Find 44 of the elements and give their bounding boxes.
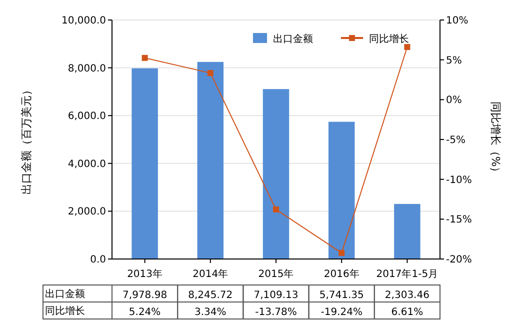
y-tick-label: 8,000.0 — [68, 63, 106, 74]
data-label: -13.78% — [255, 307, 297, 318]
bar — [132, 68, 158, 259]
data-label: 6.61% — [391, 307, 424, 318]
point — [207, 70, 214, 76]
y-tick-label: 0.0 — [90, 254, 106, 266]
y2-tick-label: 0% — [446, 95, 462, 106]
y2-tick-label: -10% — [446, 174, 472, 186]
bar — [262, 89, 290, 259]
data-label: 2,303.46 — [384, 290, 430, 301]
bar — [328, 122, 355, 259]
data-label: 7,978.98 — [122, 290, 168, 301]
y-tick-label: 2,000.0 — [68, 206, 106, 218]
data-label: 3.34% — [194, 307, 226, 318]
x-tick-label: 2017年1-5月 — [376, 268, 438, 280]
data-label: 5.24% — [128, 307, 161, 318]
bar — [197, 62, 224, 259]
y2-tick-label: -20% — [446, 254, 472, 266]
data-label: 5,741.35 — [319, 290, 364, 301]
y2-tick-label: 10% — [446, 16, 468, 26]
y-tick-label: 6,000.0 — [68, 111, 106, 122]
data-label: 7,109.13 — [254, 290, 298, 301]
bar — [394, 204, 420, 259]
y2-tick-label: -15% — [446, 214, 472, 226]
y-tick-label: 10,000.0 — [61, 16, 106, 26]
y-tick-label: 4,000.0 — [68, 158, 106, 170]
text: 出口金额 — [45, 289, 85, 300]
legend-label: 同比增长 — [369, 33, 409, 45]
x-tick-label: 2013年 — [127, 268, 163, 280]
point — [338, 250, 345, 256]
x-tick-label: 2014年 — [192, 268, 228, 280]
x-tick-label: 2016年 — [324, 268, 360, 280]
data-label: 8,245.72 — [188, 290, 233, 301]
legend-label: 出口金额 — [273, 33, 313, 45]
y2-axis-title: 同比增长（%） — [489, 101, 502, 178]
text: 同比增长 — [45, 306, 85, 317]
y2-tick-label: 5% — [446, 55, 462, 66]
point — [404, 44, 410, 50]
data-label: -19.24% — [320, 307, 362, 318]
y2-tick-label: -5% — [446, 135, 466, 146]
x-tick-label: 2015年 — [258, 268, 294, 280]
point — [273, 206, 279, 212]
y-axis-title: 出口金额（百万美元） — [20, 84, 33, 194]
point — [142, 54, 148, 61]
